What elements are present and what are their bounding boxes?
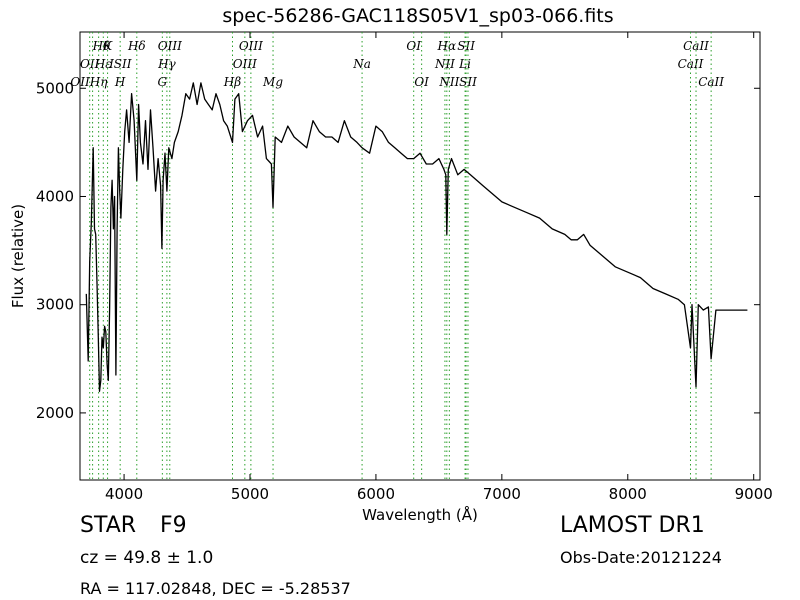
line-label: Mg [262,75,283,89]
x-tick-label: 6000 [357,485,395,503]
line-label: Hθ [92,39,111,53]
series-group [85,82,748,392]
line-label: SII [459,75,477,89]
spectrum-line [85,82,748,392]
line-label: Hβ [223,75,241,89]
redshift-cz: cz = 49.8 ± 1.0 [80,548,214,568]
x-axis-label: Wavelength (Å) [362,505,478,524]
line-label: OII [70,75,90,89]
line-label: G [158,75,168,89]
line-label: OII [80,57,100,71]
chart-title: spec-56286-GAC118S05V1_sp03-066.fits [222,5,614,27]
x-tick-label: 5000 [231,485,269,503]
line-label: K [102,39,113,53]
y-tick-label: 5000 [36,79,74,97]
line-label: Hα [437,39,457,53]
line-label: Hη [89,75,108,89]
x-tick-label: 8000 [609,485,647,503]
line-label: OIII [233,57,257,71]
object-class: F9 [160,513,187,538]
line-label: NII [438,75,459,89]
survey-name: LAMOST DR1 [560,513,705,538]
line-label: ISII [108,57,132,71]
object-type: STAR [80,513,137,538]
line-label: NII [434,57,455,71]
plot-frame [79,31,761,481]
axis-ticks: 4000 5000 6000 7000 8000 9000 2000 3000 4000 5000 [36,32,773,503]
line-label: Hγ [157,57,176,71]
line-label: OI [406,39,421,53]
x-tick-label: 9000 [735,485,773,503]
line-label: OI [414,75,429,89]
x-tick-label: 7000 [483,485,521,503]
line-label: OIII [239,39,263,53]
line-label: Li [458,57,471,71]
line-label: CaII [698,75,724,89]
observation-date: Obs-Date:20121224 [560,548,722,567]
line-label: OIII [158,39,182,53]
ra-dec-coordinates: RA = 117.02848, DEC = -5.28537 [80,579,351,598]
line-markers: OIIOIIHθHηHεKHISIIHδGHγOIIIHβOIIIOIIIMgN… [70,32,724,480]
line-label: SII [457,39,475,53]
y-tick-label: 2000 [36,404,74,422]
line-label: Na [352,57,371,71]
line-label: CaII [683,39,709,53]
line-label: H [114,75,126,89]
line-label: CaII [678,57,704,71]
y-tick-label: 3000 [36,296,74,314]
y-tick-label: 4000 [36,187,74,205]
x-tick-label: 4000 [105,485,143,503]
y-axis-label: Flux (relative) [9,204,27,308]
line-label: Hδ [127,39,146,53]
